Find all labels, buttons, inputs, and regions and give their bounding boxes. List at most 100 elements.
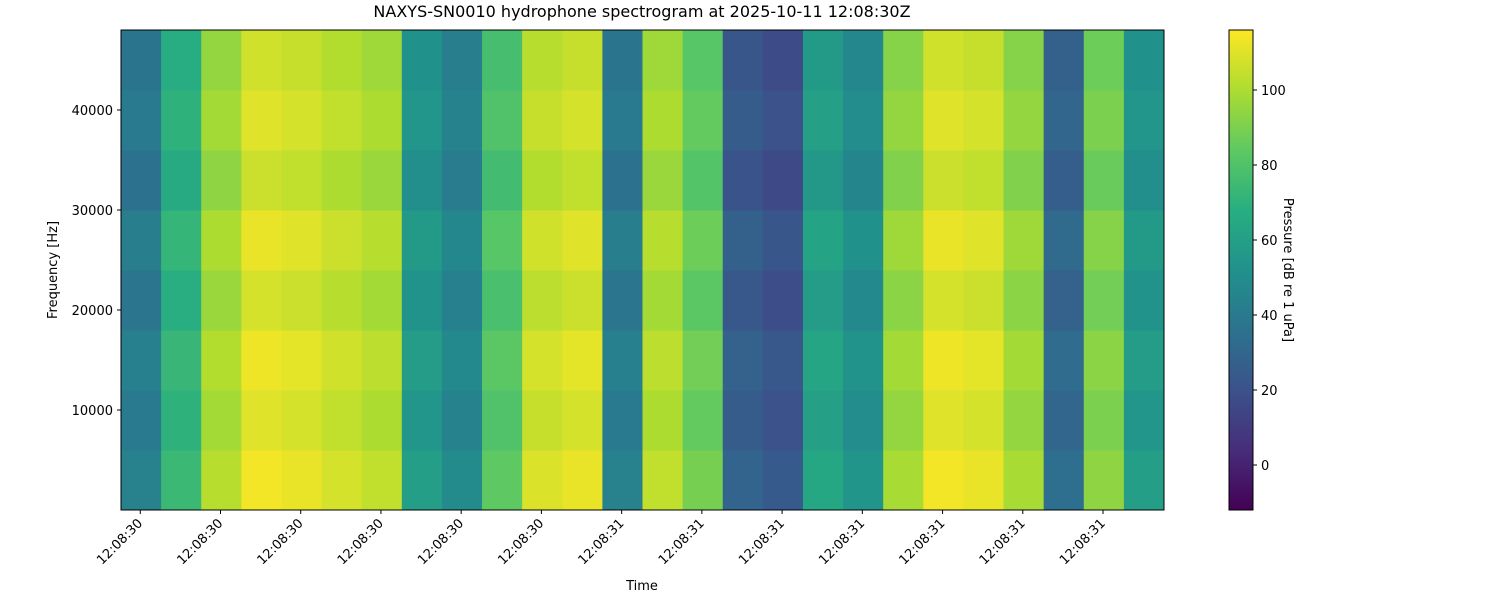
cell xyxy=(522,450,563,511)
x-tick-label: 12:08:31 xyxy=(736,516,788,568)
cell xyxy=(1083,390,1125,451)
cell xyxy=(201,30,242,91)
cell xyxy=(482,270,523,331)
cell xyxy=(201,450,242,511)
cell xyxy=(1003,270,1045,331)
plot-frame xyxy=(120,29,1165,511)
cell xyxy=(401,90,443,151)
cell xyxy=(923,30,964,91)
cell xyxy=(1083,150,1125,211)
cell xyxy=(161,150,202,211)
cell xyxy=(121,270,162,331)
cell xyxy=(281,150,323,211)
cell xyxy=(281,30,323,91)
cell xyxy=(963,270,1005,331)
cell xyxy=(1083,450,1125,511)
cell xyxy=(802,90,844,151)
cell xyxy=(602,150,643,211)
cell xyxy=(1043,450,1085,511)
cell xyxy=(361,270,403,331)
cell xyxy=(562,90,603,151)
cell xyxy=(722,210,764,271)
cell xyxy=(802,30,844,91)
cell xyxy=(682,450,724,511)
cell xyxy=(602,270,643,331)
cell xyxy=(1083,30,1125,91)
cell xyxy=(121,450,162,511)
cell xyxy=(161,330,202,391)
x-tick-label: 12:08:31 xyxy=(1057,516,1109,568)
cell xyxy=(923,390,964,451)
cell xyxy=(923,210,964,271)
cell xyxy=(201,390,242,451)
cell xyxy=(682,30,724,91)
cell xyxy=(802,390,844,451)
cell xyxy=(281,90,323,151)
cell xyxy=(802,330,844,391)
cell xyxy=(201,90,242,151)
cell xyxy=(401,210,443,271)
cell xyxy=(441,150,483,211)
cell xyxy=(241,210,282,271)
cell xyxy=(1123,150,1165,211)
cell xyxy=(722,90,764,151)
cell xyxy=(321,270,363,331)
cell xyxy=(441,330,483,391)
y-tick-label: 10000 xyxy=(72,404,113,419)
cell xyxy=(682,390,724,451)
cell xyxy=(762,450,804,511)
x-tick-label: 12:08:31 xyxy=(576,516,628,568)
cell xyxy=(762,90,804,151)
cell xyxy=(321,90,363,151)
cell xyxy=(361,450,403,511)
cell xyxy=(161,450,202,511)
cell xyxy=(1123,90,1165,151)
cell xyxy=(1043,30,1085,91)
cell xyxy=(1043,150,1085,211)
cell xyxy=(642,330,684,391)
spectrogram xyxy=(121,30,1165,511)
cell xyxy=(802,450,844,511)
cell xyxy=(963,90,1005,151)
cell xyxy=(401,270,443,331)
y-tick-label: 20000 xyxy=(72,304,113,319)
x-tick-label: 12:08:30 xyxy=(415,516,467,568)
cell xyxy=(762,150,804,211)
cell xyxy=(361,150,403,211)
cell xyxy=(883,210,924,271)
cell xyxy=(321,30,363,91)
cell xyxy=(401,390,443,451)
cell xyxy=(281,210,323,271)
cell xyxy=(241,330,282,391)
cell xyxy=(441,450,483,511)
cell xyxy=(1123,270,1165,331)
cell xyxy=(1083,330,1125,391)
cell xyxy=(602,450,643,511)
y-axis-label: Frequency [Hz] xyxy=(46,221,61,319)
cell xyxy=(281,330,323,391)
cell xyxy=(161,90,202,151)
cell xyxy=(843,90,884,151)
colorbar-tick-label: 80 xyxy=(1261,159,1278,174)
cell xyxy=(1043,390,1085,451)
cell xyxy=(562,150,603,211)
cell xyxy=(1043,210,1085,271)
x-tick-label: 12:08:30 xyxy=(94,516,146,568)
cell xyxy=(281,270,323,331)
cell xyxy=(923,150,964,211)
cell xyxy=(201,330,242,391)
cell xyxy=(161,390,202,451)
cell xyxy=(281,450,323,511)
x-tick-label: 12:08:31 xyxy=(977,516,1029,568)
colorbar xyxy=(1228,29,1254,511)
cell xyxy=(1123,330,1165,391)
cell xyxy=(361,30,403,91)
cell xyxy=(682,330,724,391)
cell xyxy=(482,90,523,151)
x-axis-label: Time xyxy=(625,579,658,594)
cell xyxy=(1083,270,1125,331)
cell xyxy=(522,270,563,331)
cell xyxy=(682,270,724,331)
cell xyxy=(883,150,924,211)
cell xyxy=(522,30,563,91)
